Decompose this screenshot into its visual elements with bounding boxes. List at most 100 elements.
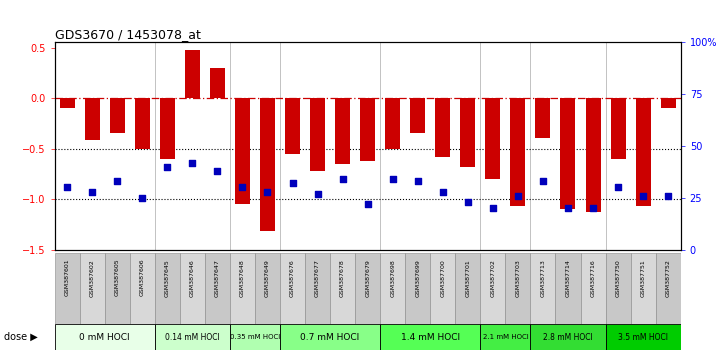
Bar [135, 98, 150, 149]
Bar [210, 68, 225, 98]
Point [261, 189, 273, 194]
Point [462, 199, 474, 205]
Point [312, 191, 323, 196]
Text: dose ▶: dose ▶ [4, 332, 37, 342]
Text: GSM387700: GSM387700 [440, 259, 446, 297]
Text: GSM387699: GSM387699 [415, 259, 420, 297]
Text: GSM387602: GSM387602 [90, 259, 95, 297]
Point [512, 193, 523, 199]
Bar [380, 324, 480, 350]
Bar [660, 98, 676, 108]
Text: 3.5 mM HOCl: 3.5 mM HOCl [618, 333, 668, 342]
Bar [230, 324, 280, 350]
Bar [310, 98, 325, 171]
Point [186, 160, 198, 165]
Text: 0.35 mM HOCl: 0.35 mM HOCl [230, 334, 280, 340]
Point [562, 205, 574, 211]
Bar [55, 253, 79, 324]
Bar [355, 253, 380, 324]
Text: GSM387677: GSM387677 [315, 259, 320, 297]
Point [362, 201, 373, 207]
Bar [486, 98, 500, 179]
Bar [535, 98, 550, 138]
Bar [630, 253, 656, 324]
Bar [84, 98, 100, 141]
Text: GSM387678: GSM387678 [340, 259, 345, 297]
Text: GSM387605: GSM387605 [115, 259, 119, 296]
Bar [260, 98, 275, 232]
Text: GSM387679: GSM387679 [365, 259, 370, 297]
Point [212, 168, 223, 174]
Point [61, 185, 73, 190]
Bar [555, 253, 580, 324]
Point [587, 205, 599, 211]
Bar [636, 98, 651, 206]
Text: GDS3670 / 1453078_at: GDS3670 / 1453078_at [55, 28, 200, 41]
Text: GSM387714: GSM387714 [566, 259, 571, 297]
Bar [380, 253, 405, 324]
Bar [335, 98, 350, 164]
Bar [205, 253, 230, 324]
Bar [410, 98, 425, 133]
Bar [155, 253, 180, 324]
Bar [185, 50, 200, 98]
Text: GSM387647: GSM387647 [215, 259, 220, 297]
Bar [480, 253, 505, 324]
Text: GSM387649: GSM387649 [265, 259, 270, 297]
Bar [435, 98, 451, 156]
Point [487, 205, 499, 211]
Point [111, 178, 123, 184]
Point [237, 185, 248, 190]
Point [337, 176, 349, 182]
Bar [105, 253, 130, 324]
Text: GSM387750: GSM387750 [616, 259, 620, 297]
Text: 0.7 mM HOCl: 0.7 mM HOCl [301, 333, 360, 342]
Text: GSM387703: GSM387703 [515, 259, 521, 297]
Point [162, 164, 173, 170]
Bar [330, 253, 355, 324]
Text: GSM387702: GSM387702 [491, 259, 495, 297]
Bar [455, 253, 480, 324]
Bar [255, 253, 280, 324]
Bar [585, 98, 601, 212]
Text: GSM387751: GSM387751 [641, 259, 646, 297]
Bar [531, 253, 555, 324]
Bar [360, 98, 375, 161]
Bar [60, 98, 75, 108]
Text: GSM387752: GSM387752 [665, 259, 670, 297]
Text: GSM387648: GSM387648 [240, 259, 245, 297]
Bar [79, 253, 105, 324]
Point [662, 193, 674, 199]
Bar [305, 253, 330, 324]
Text: GSM387645: GSM387645 [165, 259, 170, 297]
Text: GSM387716: GSM387716 [590, 259, 596, 297]
Point [637, 193, 649, 199]
Bar [505, 253, 531, 324]
Bar [606, 324, 681, 350]
Bar [561, 98, 576, 209]
Bar [280, 253, 305, 324]
Text: GSM387713: GSM387713 [540, 259, 545, 297]
Bar [580, 253, 606, 324]
Text: 2.1 mM HOCl: 2.1 mM HOCl [483, 334, 529, 340]
Bar [385, 98, 400, 149]
Point [287, 181, 298, 186]
Bar [130, 253, 155, 324]
Text: 2.8 mM HOCl: 2.8 mM HOCl [543, 333, 593, 342]
Point [612, 185, 624, 190]
Bar [611, 98, 625, 159]
Bar [405, 253, 430, 324]
Text: GSM387601: GSM387601 [65, 259, 70, 296]
Bar [460, 98, 475, 167]
Text: GSM387698: GSM387698 [390, 259, 395, 297]
Bar [656, 253, 681, 324]
Bar [285, 98, 300, 154]
Bar [280, 324, 380, 350]
Bar [180, 253, 205, 324]
Text: 0 mM HOCl: 0 mM HOCl [79, 333, 130, 342]
Text: GSM387646: GSM387646 [190, 259, 195, 297]
Bar [510, 98, 526, 206]
Point [412, 178, 424, 184]
Bar [155, 324, 230, 350]
Bar [55, 324, 155, 350]
